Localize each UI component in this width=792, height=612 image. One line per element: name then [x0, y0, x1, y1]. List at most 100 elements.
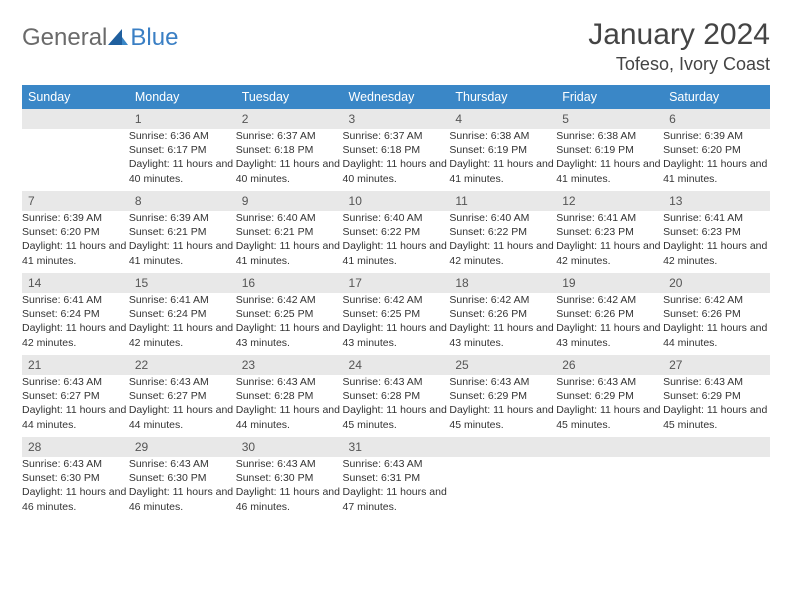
sunrise-text: Sunrise: 6:43 AM: [343, 457, 450, 471]
sunrise-text: Sunrise: 6:43 AM: [556, 375, 663, 389]
day-number-cell: 13: [663, 191, 770, 211]
day-number-cell: 15: [129, 273, 236, 293]
day-number: 22: [129, 355, 236, 375]
sunset-text: Sunset: 6:25 PM: [236, 307, 343, 321]
daylight-text: Daylight: 11 hours and 43 minutes.: [236, 321, 343, 349]
day-number-cell: 27: [663, 355, 770, 375]
daylight-text: Daylight: 11 hours and 41 minutes.: [236, 239, 343, 267]
sunset-text: Sunset: 6:26 PM: [556, 307, 663, 321]
day-content-cell: [449, 457, 556, 519]
day-content-cell: Sunrise: 6:39 AMSunset: 6:20 PMDaylight:…: [663, 129, 770, 191]
daylight-text: Daylight: 11 hours and 45 minutes.: [556, 403, 663, 431]
location: Tofeso, Ivory Coast: [588, 54, 770, 75]
sunset-text: Sunset: 6:20 PM: [22, 225, 129, 239]
sunset-text: Sunset: 6:25 PM: [343, 307, 450, 321]
day-number: 13: [663, 191, 770, 211]
daylight-text: Daylight: 11 hours and 42 minutes.: [449, 239, 556, 267]
sunset-text: Sunset: 6:20 PM: [663, 143, 770, 157]
day-number-cell: 6: [663, 109, 770, 129]
day-number-cell: 1: [129, 109, 236, 129]
day-content-cell: Sunrise: 6:43 AMSunset: 6:28 PMDaylight:…: [343, 375, 450, 437]
daylight-text: Daylight: 11 hours and 47 minutes.: [343, 485, 450, 513]
sunrise-text: Sunrise: 6:43 AM: [236, 375, 343, 389]
logo-text-blue: Blue: [130, 24, 178, 52]
daylight-text: Daylight: 11 hours and 41 minutes.: [556, 157, 663, 185]
sunset-text: Sunset: 6:19 PM: [556, 143, 663, 157]
logo: General Blue: [22, 18, 178, 52]
daylight-text: Daylight: 11 hours and 42 minutes.: [556, 239, 663, 267]
sunset-text: Sunset: 6:22 PM: [343, 225, 450, 239]
day-content-cell: Sunrise: 6:41 AMSunset: 6:23 PMDaylight:…: [556, 211, 663, 273]
day-content-cell: Sunrise: 6:43 AMSunset: 6:29 PMDaylight:…: [663, 375, 770, 437]
week-daynum-row: 123456: [22, 109, 770, 129]
day-number: 30: [236, 437, 343, 457]
daylight-text: Daylight: 11 hours and 41 minutes.: [663, 157, 770, 185]
sunset-text: Sunset: 6:27 PM: [22, 389, 129, 403]
daylight-text: Daylight: 11 hours and 40 minutes.: [343, 157, 450, 185]
sunrise-text: Sunrise: 6:43 AM: [236, 457, 343, 471]
day-header: Sunday: [22, 85, 129, 109]
sunrise-text: Sunrise: 6:39 AM: [129, 211, 236, 225]
day-number-cell: 19: [556, 273, 663, 293]
sunrise-text: Sunrise: 6:40 AM: [343, 211, 450, 225]
day-content-cell: Sunrise: 6:43 AMSunset: 6:29 PMDaylight:…: [449, 375, 556, 437]
sunrise-text: Sunrise: 6:37 AM: [343, 129, 450, 143]
day-number: 7: [22, 191, 129, 211]
day-header-row: Sunday Monday Tuesday Wednesday Thursday…: [22, 85, 770, 109]
day-content-cell: Sunrise: 6:43 AMSunset: 6:30 PMDaylight:…: [22, 457, 129, 519]
day-number-cell: 29: [129, 437, 236, 457]
day-content-cell: Sunrise: 6:41 AMSunset: 6:24 PMDaylight:…: [22, 293, 129, 355]
day-number-cell: 26: [556, 355, 663, 375]
day-number-cell: 22: [129, 355, 236, 375]
day-number-cell: 11: [449, 191, 556, 211]
sunrise-text: Sunrise: 6:41 AM: [663, 211, 770, 225]
sunrise-text: Sunrise: 6:39 AM: [663, 129, 770, 143]
sunset-text: Sunset: 6:17 PM: [129, 143, 236, 157]
sunset-text: Sunset: 6:31 PM: [343, 471, 450, 485]
sunset-text: Sunset: 6:22 PM: [449, 225, 556, 239]
sunset-text: Sunset: 6:21 PM: [129, 225, 236, 239]
sunrise-text: Sunrise: 6:37 AM: [236, 129, 343, 143]
day-header: Friday: [556, 85, 663, 109]
sunrise-text: Sunrise: 6:39 AM: [22, 211, 129, 225]
week-content-row: Sunrise: 6:43 AM Sunset: 6:27 PM Daylight:…: [22, 375, 770, 437]
sunset-text: Sunset: 6:18 PM: [236, 143, 343, 157]
day-content-cell: Sunrise: 6:43 AMSunset: 6:28 PMDaylight:…: [236, 375, 343, 437]
day-content-cell: Sunrise: 6:42 AMSunset: 6:25 PMDaylight:…: [236, 293, 343, 355]
daylight-text: Daylight: 11 hours and 41 minutes.: [129, 239, 236, 267]
sunset-text: Sunset: 6:23 PM: [663, 225, 770, 239]
day-number-cell: 12: [556, 191, 663, 211]
day-content-cell: Sunrise: 6:39 AMSunset: 6:20 PMDaylight:…: [22, 211, 129, 273]
sunset-text: Sunset: 6:18 PM: [343, 143, 450, 157]
month-title: January 2024: [588, 18, 770, 52]
sunset-text: Sunset: 6:26 PM: [449, 307, 556, 321]
day-content-cell: Sunrise: 6:42 AMSunset: 6:26 PMDaylight:…: [556, 293, 663, 355]
day-content-cell: Sunrise: 6:42 AMSunset: 6:26 PMDaylight:…: [449, 293, 556, 355]
day-number-cell: 20: [663, 273, 770, 293]
day-number: 4: [449, 109, 556, 129]
title-block: January 2024 Tofeso, Ivory Coast: [588, 18, 770, 75]
calendar-table: Sunday Monday Tuesday Wednesday Thursday…: [22, 85, 770, 519]
daylight-text: Daylight: 11 hours and 41 minutes.: [22, 239, 129, 267]
sunrise-text: Sunrise: 6:38 AM: [556, 129, 663, 143]
day-number: 3: [343, 109, 450, 129]
day-number-cell: 9: [236, 191, 343, 211]
day-number: 23: [236, 355, 343, 375]
day-number: 11: [449, 191, 556, 211]
day-content-cell: Sunrise: 6:40 AMSunset: 6:21 PMDaylight:…: [236, 211, 343, 273]
week-daynum-row: 14151617181920: [22, 273, 770, 293]
day-number-cell: 21: [22, 355, 129, 375]
day-number-cell: 14: [22, 273, 129, 293]
day-number: 5: [556, 109, 663, 129]
day-content-cell: Sunrise: 6:43 AMSunset: 6:27 PMDaylight:…: [22, 375, 129, 437]
week-daynum-row: 78910111213: [22, 191, 770, 211]
daylight-text: Daylight: 11 hours and 43 minutes.: [343, 321, 450, 349]
day-number: 24: [343, 355, 450, 375]
sunset-text: Sunset: 6:29 PM: [663, 389, 770, 403]
day-number: 19: [556, 273, 663, 293]
day-number: 1: [129, 109, 236, 129]
sunrise-text: Sunrise: 6:43 AM: [663, 375, 770, 389]
day-number: 27: [663, 355, 770, 375]
sunset-text: Sunset: 6:30 PM: [129, 471, 236, 485]
day-content-cell: Sunrise: 6:41 AMSunset: 6:23 PMDaylight:…: [663, 211, 770, 273]
